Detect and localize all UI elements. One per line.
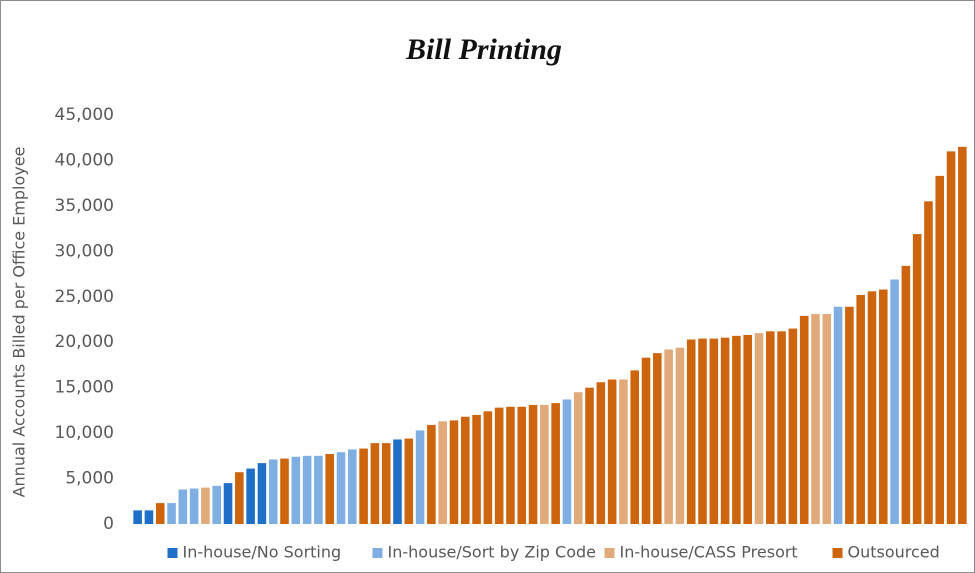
bar xyxy=(664,349,673,524)
bar xyxy=(754,333,764,524)
bar xyxy=(653,353,662,524)
bar xyxy=(596,382,606,524)
bar xyxy=(472,414,481,524)
bar xyxy=(958,146,967,525)
bar xyxy=(370,443,380,524)
bar xyxy=(167,503,176,524)
bar xyxy=(935,175,945,524)
y-tick-label: 10,000 xyxy=(55,423,114,443)
bar xyxy=(890,279,899,524)
bar xyxy=(427,424,436,524)
bar xyxy=(540,404,549,524)
bar xyxy=(766,331,775,524)
bar xyxy=(235,472,244,524)
bar xyxy=(551,403,560,524)
bar xyxy=(924,201,933,524)
bar xyxy=(155,503,165,524)
bar xyxy=(494,407,504,524)
bar xyxy=(144,510,154,524)
bar xyxy=(393,439,402,524)
bar xyxy=(415,430,425,524)
bar xyxy=(314,455,323,524)
bar xyxy=(404,438,414,524)
bar xyxy=(291,456,301,524)
bar xyxy=(359,448,368,524)
legend-swatch xyxy=(167,548,178,558)
y-tick-label: 25,000 xyxy=(55,287,114,307)
bar xyxy=(867,291,877,524)
bar xyxy=(686,339,696,524)
bar xyxy=(732,335,741,524)
y-axis-title: Annual Accounts Billed per Office Employ… xyxy=(10,147,29,498)
bar xyxy=(912,234,922,524)
bar xyxy=(438,421,447,524)
bar xyxy=(630,370,640,524)
bar xyxy=(201,487,210,524)
y-tick-label: 0 xyxy=(103,514,114,534)
bar xyxy=(641,357,651,524)
bar xyxy=(223,483,233,524)
y-tick-label: 45,000 xyxy=(55,105,114,125)
bar xyxy=(257,463,267,524)
bar xyxy=(799,315,809,524)
bar xyxy=(878,289,888,524)
bar xyxy=(562,399,572,524)
bar xyxy=(607,379,617,524)
bar xyxy=(709,338,719,524)
legend-label: Outsourced xyxy=(848,543,940,562)
bar xyxy=(811,314,820,524)
legend-label: In-house/CASS Presort xyxy=(620,543,798,562)
bar xyxy=(619,379,628,524)
bar xyxy=(585,387,594,524)
bar xyxy=(833,306,843,524)
bar xyxy=(845,306,854,524)
legend-swatch xyxy=(832,548,843,558)
bar xyxy=(483,411,493,524)
bar xyxy=(280,458,289,524)
bar xyxy=(528,404,538,524)
y-tick-label: 30,000 xyxy=(55,241,114,261)
legend-label: In-house/No Sorting xyxy=(183,543,342,562)
bar xyxy=(268,459,278,524)
bar xyxy=(822,314,832,524)
legend-swatch xyxy=(604,548,615,558)
bar xyxy=(336,452,346,524)
y-tick-label: 20,000 xyxy=(55,332,114,352)
bar xyxy=(698,338,707,524)
y-tick-label: 5,000 xyxy=(65,469,114,489)
bar xyxy=(178,489,188,524)
bar xyxy=(720,337,730,524)
legend-label: In-house/Sort by Zip Code xyxy=(388,543,596,562)
bar xyxy=(573,392,583,524)
bar xyxy=(133,510,142,524)
bar xyxy=(460,416,470,524)
chart-title: Bill Printing xyxy=(405,33,562,66)
bar xyxy=(506,406,515,524)
y-tick-label: 40,000 xyxy=(55,150,114,170)
bar xyxy=(517,406,527,524)
bar xyxy=(743,334,752,524)
bar xyxy=(325,454,334,524)
bar xyxy=(348,449,357,524)
bar xyxy=(788,328,798,524)
bar xyxy=(777,331,786,524)
y-tick-label: 35,000 xyxy=(55,196,114,216)
bar xyxy=(901,265,911,524)
bar xyxy=(856,294,865,524)
bar xyxy=(212,485,222,524)
legend-swatch xyxy=(372,548,383,558)
bar xyxy=(675,347,685,524)
bar xyxy=(302,455,312,524)
y-tick-label: 15,000 xyxy=(55,378,114,398)
bar xyxy=(449,420,459,524)
bar xyxy=(946,151,956,524)
bar xyxy=(381,443,391,524)
bar xyxy=(246,468,255,524)
bar xyxy=(189,488,199,524)
